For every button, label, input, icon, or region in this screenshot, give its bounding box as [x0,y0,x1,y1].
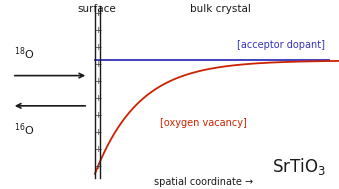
Text: +: + [94,145,101,154]
Text: +: + [94,77,101,86]
Text: $^{18}$O: $^{18}$O [14,46,34,62]
Text: surface: surface [78,4,117,14]
Text: +: + [94,162,101,171]
Text: +: + [94,9,101,18]
Text: +: + [94,94,101,103]
Text: bulk crystal: bulk crystal [190,4,251,14]
Text: spatial coordinate →: spatial coordinate → [154,177,253,187]
Text: +: + [94,26,101,35]
Text: [acceptor dopant]: [acceptor dopant] [237,40,325,50]
Text: [oxygen vacancy]: [oxygen vacancy] [160,118,247,128]
Text: +: + [94,60,101,69]
Text: SrTiO$_3$: SrTiO$_3$ [272,156,325,177]
Text: +: + [94,111,101,120]
Text: +: + [94,128,101,137]
Text: +: + [94,43,101,52]
Text: $^{16}$O: $^{16}$O [14,121,34,138]
